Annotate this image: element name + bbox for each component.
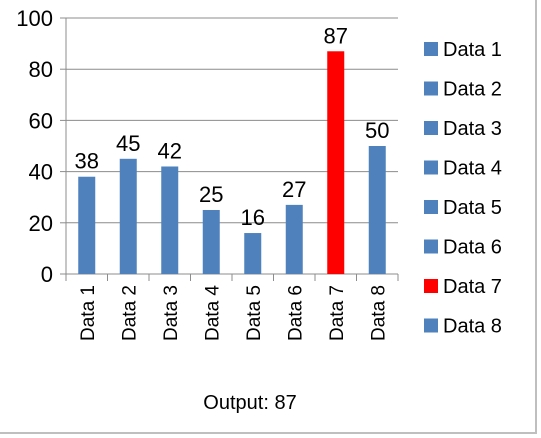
y-tick-label: 40	[29, 160, 53, 185]
x-axis-ticks: Data 1 Data 2 Data 3 Data 4 Data 5 Data 6 Data…	[78, 285, 390, 341]
x-tick-label: Data 5	[244, 285, 265, 341]
y-tick-label: 80	[29, 57, 53, 82]
data-label: 27	[282, 177, 306, 202]
y-tick-label: 60	[29, 108, 53, 133]
legend-label: Data 6	[443, 237, 502, 259]
legend-swatch	[424, 81, 438, 96]
x-tick-label: Data 1	[78, 285, 99, 341]
data-label: 25	[199, 182, 223, 207]
bar	[327, 51, 345, 274]
legend-label: Data 2	[443, 79, 502, 101]
legend-swatch	[424, 239, 438, 254]
data-label: 45	[116, 131, 140, 156]
x-tick-label: Data 4	[202, 285, 223, 341]
legend-swatch	[424, 279, 438, 293]
data-label: 38	[75, 149, 99, 174]
bar	[119, 158, 137, 274]
bar	[78, 176, 96, 274]
x-tick-label: Data 7	[327, 285, 348, 341]
y-tick-label: 0	[41, 262, 53, 287]
legend-label: Data 5	[443, 197, 502, 219]
gridlines	[66, 17, 398, 224]
y-tick-label: 100	[16, 6, 53, 31]
y-tick-label: 20	[29, 211, 53, 236]
data-label: 42	[158, 138, 182, 163]
legend: Data 1 Data 2 Data 3 Data 4 Data 5 Data 6 Data…	[424, 39, 502, 338]
bars	[78, 51, 386, 274]
data-label: 87	[324, 23, 348, 48]
legend-swatch	[424, 160, 438, 175]
legend-label: Data 3	[443, 118, 502, 140]
legend-label: Data 7	[443, 276, 502, 298]
bar	[202, 210, 220, 274]
data-label: 50	[365, 118, 389, 143]
legend-swatch	[424, 200, 438, 214]
output-caption: Output: 87	[203, 392, 297, 414]
bar	[161, 166, 179, 274]
legend-label: Data 1	[443, 39, 502, 61]
data-labels: 38 45 42 25 16 27 87 50	[75, 23, 390, 230]
legend-label: Data 8	[443, 316, 502, 338]
data-label: 16	[241, 205, 265, 230]
x-tick-label: Data 2	[119, 285, 140, 341]
legend-label: Data 4	[443, 158, 502, 180]
axes	[60, 17, 399, 281]
x-tick-label: Data 3	[161, 285, 182, 341]
y-axis-ticks: 0 20 40 60 80 100	[16, 6, 53, 287]
bar	[285, 204, 303, 274]
x-tick-label: Data 6	[285, 285, 306, 341]
bar	[368, 146, 386, 274]
bar	[244, 233, 262, 274]
legend-swatch	[424, 318, 438, 333]
legend-swatch	[424, 121, 438, 135]
legend-swatch	[424, 42, 438, 56]
x-tick-label: Data 8	[368, 285, 389, 341]
